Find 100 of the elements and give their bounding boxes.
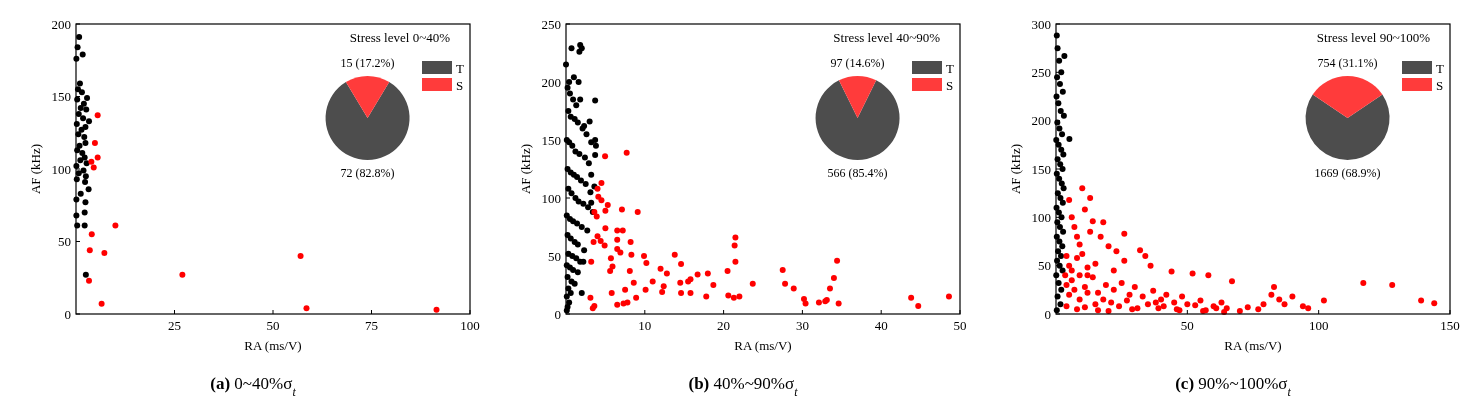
- point: [88, 231, 95, 238]
- x-tick-label: 50: [953, 318, 967, 333]
- y-axis-title: AF (kHz): [518, 143, 533, 195]
- point: [1059, 166, 1066, 172]
- point: [81, 222, 88, 229]
- chart-title: Stress level 90~100%: [1316, 30, 1431, 45]
- point: [94, 112, 101, 119]
- point: [1056, 125, 1063, 132]
- point: [82, 179, 89, 186]
- point: [1059, 243, 1066, 250]
- pie-slice: [838, 76, 877, 118]
- data-label: 72 (82.8%): [340, 166, 395, 181]
- data-label: 566 (85.4%): [827, 166, 888, 181]
- y-tick-label: 100: [1031, 209, 1051, 225]
- point: [1060, 185, 1067, 192]
- point: [1057, 161, 1064, 168]
- point: [78, 126, 85, 133]
- point: [1058, 214, 1065, 221]
- y-tick-label: 100: [51, 161, 71, 177]
- x-tick-label: 20: [717, 318, 731, 333]
- y-tick-label: 200: [1031, 113, 1051, 129]
- pie-slice: [345, 76, 390, 118]
- point: [1060, 151, 1067, 158]
- point: [79, 51, 86, 58]
- data-label: 754 (31.1%): [1317, 56, 1378, 71]
- y-axis-title: AF (kHz): [1008, 143, 1023, 195]
- point: [179, 271, 186, 278]
- point: [75, 110, 82, 117]
- point: [1057, 108, 1064, 114]
- x-tick-label: 150: [1440, 318, 1460, 333]
- point: [1059, 199, 1066, 206]
- point: [78, 89, 85, 96]
- x-axis-title: RA (ms/V): [734, 338, 792, 353]
- x-tick-label: 50: [1180, 318, 1194, 333]
- point: [101, 250, 108, 257]
- point: [1060, 228, 1067, 235]
- chart-title: Stress level 0~40%: [349, 30, 451, 45]
- x-axis-title: RA (ms/V): [1224, 338, 1282, 353]
- point: [1056, 57, 1063, 64]
- y-axis-title: AF (kHz): [28, 143, 43, 195]
- point: [1060, 112, 1067, 119]
- point: [81, 134, 88, 141]
- point: [1058, 286, 1065, 293]
- y-tick-label: 50: [548, 248, 561, 264]
- y-tick-label: 0: [1044, 306, 1051, 322]
- data-label: 1669 (68.9%): [1314, 166, 1381, 181]
- y-tick-label: 0: [64, 306, 71, 322]
- y-tick-label: 200: [51, 16, 71, 32]
- x-tick-label: 25: [168, 318, 181, 333]
- point: [1059, 131, 1066, 138]
- y-tick-label: 150: [51, 89, 71, 105]
- y-tick-label: 300: [1031, 16, 1051, 32]
- point: [86, 118, 92, 125]
- x-tick-label: 100: [460, 318, 480, 333]
- point: [80, 100, 87, 107]
- legend-label: T: [456, 60, 464, 76]
- legend-label: S: [456, 77, 464, 93]
- point: [1056, 224, 1063, 230]
- point: [82, 199, 89, 206]
- point: [76, 34, 83, 41]
- x-tick-label: 50: [266, 318, 280, 333]
- x-tick-label: 10: [638, 318, 652, 333]
- x-tick-label: 75: [365, 318, 378, 333]
- point: [1059, 88, 1066, 95]
- x-tick-label: 40: [874, 318, 888, 333]
- legend-label: T: [946, 60, 954, 76]
- point: [83, 106, 90, 113]
- chart-title: Stress level 40~90%: [833, 30, 941, 45]
- text: (a) 0~40%σ$_{t}$: [210, 374, 297, 399]
- y-tick-label: 250: [1031, 64, 1051, 80]
- point: [76, 80, 83, 87]
- point: [112, 222, 119, 229]
- data-label: 97 (14.6%): [830, 56, 885, 71]
- y-tick-label: 150: [1031, 161, 1051, 177]
- point: [85, 186, 92, 193]
- y-tick-label: 250: [541, 16, 561, 32]
- point: [94, 154, 101, 161]
- y-tick-label: 200: [541, 74, 561, 90]
- pie-slice: [325, 82, 410, 160]
- point: [88, 158, 95, 165]
- x-axis-title: RA (ms/V): [244, 338, 302, 353]
- point: [1058, 146, 1065, 153]
- y-tick-label: 50: [1038, 258, 1051, 274]
- point: [1061, 52, 1068, 59]
- point: [82, 139, 89, 146]
- point: [1057, 253, 1064, 259]
- point: [82, 271, 89, 278]
- pie-slice: [1305, 94, 1390, 160]
- point: [79, 150, 86, 157]
- point: [297, 253, 304, 259]
- point: [1058, 69, 1065, 76]
- point: [91, 139, 98, 146]
- point: [77, 105, 84, 112]
- text: (b) 40%~90%σ$_{t}$: [688, 374, 799, 399]
- y-tick-label: 100: [541, 190, 561, 206]
- point: [90, 164, 97, 171]
- point: [1057, 301, 1064, 308]
- point: [86, 247, 93, 254]
- pie-slice: [815, 80, 900, 160]
- point: [303, 305, 310, 312]
